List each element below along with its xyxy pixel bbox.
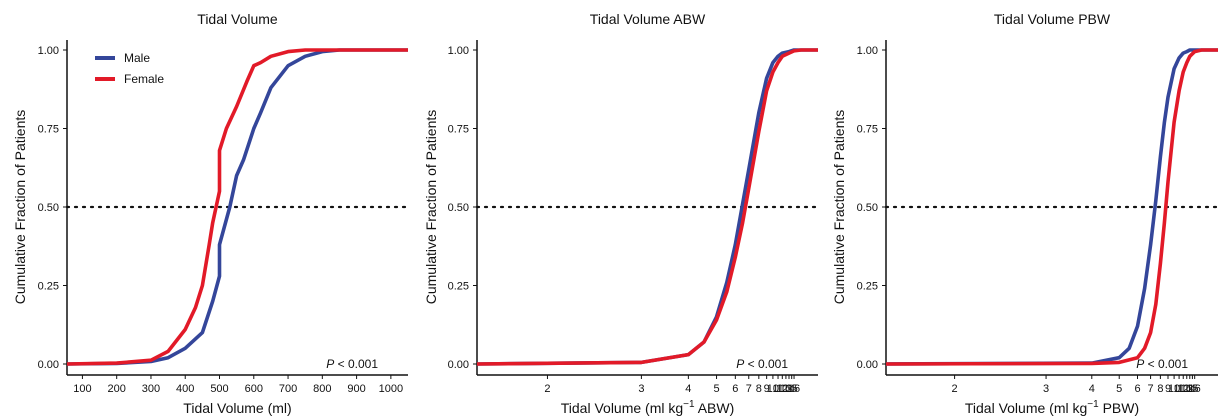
p-value-text: < 0.001	[744, 357, 788, 371]
x-tick-label: 11	[1173, 383, 1184, 395]
x-tick-label: 12	[1177, 383, 1189, 395]
chart-title: Tidal Volume ABW	[590, 11, 706, 27]
p-value-annotation: P < 0.001	[1136, 357, 1188, 371]
x-tick-label: 13	[780, 383, 792, 395]
x-tick-label: 2	[952, 383, 958, 395]
y-tick-label: 0.25	[857, 281, 878, 293]
p-value-letter: P	[1136, 357, 1144, 371]
x-tick-label: 13	[1181, 383, 1193, 395]
x-tick-label: 15	[786, 383, 798, 395]
x-tick-label: 15	[1186, 383, 1198, 395]
x-axis-label-part: Tidal Volume (ml kg	[561, 400, 683, 416]
y-axis-label: Cumulative Fraction of Patients	[423, 110, 439, 305]
x-tick-label: 5	[1116, 383, 1122, 395]
series-line-male	[885, 48, 1218, 366]
y-tick-label: 0.75	[38, 124, 59, 136]
y-tick-label: 1.00	[38, 45, 59, 57]
y-tick-label: 0.75	[857, 124, 878, 136]
chart-panel-2: Tidal Volume ABW 0.00 0.25 0.50 0.75 1.00 2 3 4 5…	[423, 11, 820, 416]
y-axis-label: Cumulative Fraction of Patients	[12, 110, 28, 305]
x-tick-label: 11	[772, 383, 783, 395]
y-tick-label: 0.25	[448, 281, 469, 293]
x-tick-label: 2	[544, 383, 550, 395]
p-value-annotation: P < 0.001	[736, 357, 788, 371]
y-tick-label: 0.50	[38, 202, 59, 214]
x-tick-label: 4	[1089, 383, 1095, 395]
x-tick-label: 900	[347, 383, 365, 395]
x-axis-label-superscript: −1	[1087, 399, 1099, 410]
x-tick-label: 700	[279, 383, 297, 395]
p-value-text: < 0.001	[334, 357, 378, 371]
y-tick-label: 0.50	[448, 202, 469, 214]
y-tick-label: 0.25	[38, 281, 59, 293]
x-tick-label: 600	[245, 383, 263, 395]
x-tick-label: 6	[1134, 383, 1140, 395]
x-tick-label: 7	[1148, 383, 1154, 395]
series-line-female	[476, 48, 818, 366]
x-tick-label: 4	[685, 383, 691, 395]
y-tick-label: 0.00	[448, 359, 469, 371]
p-value-letter: P	[736, 357, 744, 371]
chart-panel-1: Tidal Volume 0.00 0.25 0.50 0.75 1.00 100 200 30…	[12, 11, 410, 416]
x-tick-label: 100	[73, 383, 91, 395]
legend-label-male: Male	[124, 51, 150, 65]
y-tick-label: 0.00	[857, 359, 878, 371]
y-axis-label: Cumulative Fraction of Patients	[831, 110, 847, 305]
y-tick-label: 0.75	[448, 124, 469, 136]
x-tick-label: 200	[108, 383, 126, 395]
legend: Male Female	[95, 51, 164, 86]
x-tick-label: 400	[176, 383, 194, 395]
x-tick-label: 3	[1043, 383, 1049, 395]
x-tick-label: 14	[1184, 383, 1196, 395]
x-tick-label: 7	[746, 383, 752, 395]
x-tick-label: 6	[732, 383, 738, 395]
x-axis-label-part: PBW)	[1099, 400, 1139, 416]
series-line-female	[885, 48, 1218, 366]
y-tick-label: 0.00	[38, 359, 59, 371]
x-tick-label: 12	[776, 383, 788, 395]
chart-title: Tidal Volume	[197, 11, 278, 27]
x-tick-label: 300	[142, 383, 160, 395]
x-axis-label: Tidal Volume (ml)	[183, 400, 291, 416]
y-tick-label: 1.00	[857, 45, 878, 57]
x-axis-label: Tidal Volume (ml kg−1 ABW)	[561, 399, 735, 416]
x-tick-label: 14	[783, 383, 795, 395]
series-line-male	[66, 48, 408, 366]
y-tick-label: 1.00	[448, 45, 469, 57]
x-tick-label: 16	[788, 383, 800, 395]
x-tick-label: 500	[210, 383, 228, 395]
x-tick-label: 8	[756, 383, 762, 395]
x-tick-label: 800	[313, 383, 331, 395]
x-tick-label: 10	[1168, 383, 1180, 395]
x-tick-label: 3	[638, 383, 644, 395]
p-value-text: < 0.001	[1144, 357, 1188, 371]
y-tick-label: 0.50	[857, 202, 878, 214]
legend-label-female: Female	[124, 72, 164, 86]
x-tick-label: 8	[1157, 383, 1163, 395]
x-axis-label-part: Tidal Volume (ml kg	[965, 400, 1087, 416]
x-tick-label: 10	[767, 383, 779, 395]
x-tick-label: 9	[1165, 383, 1171, 395]
x-axis-label-superscript: −1	[683, 399, 695, 410]
chart-title: Tidal Volume PBW	[994, 11, 1111, 27]
chart-panel-3: Tidal Volume PBW 0.00 0.25 0.50 0.75 1.00 2 3 4 5…	[831, 11, 1220, 416]
x-axis-label: Tidal Volume (ml kg−1 PBW)	[965, 399, 1139, 416]
x-tick-label: 9	[764, 383, 770, 395]
series-line-female	[66, 48, 408, 366]
x-axis-label-part: ABW)	[695, 400, 735, 416]
x-tick-label: 16	[1189, 383, 1201, 395]
x-tick-label: 1000	[379, 383, 403, 395]
p-value-annotation: P < 0.001	[326, 357, 378, 371]
x-tick-label: 5	[713, 383, 719, 395]
p-value-letter: P	[326, 357, 334, 371]
